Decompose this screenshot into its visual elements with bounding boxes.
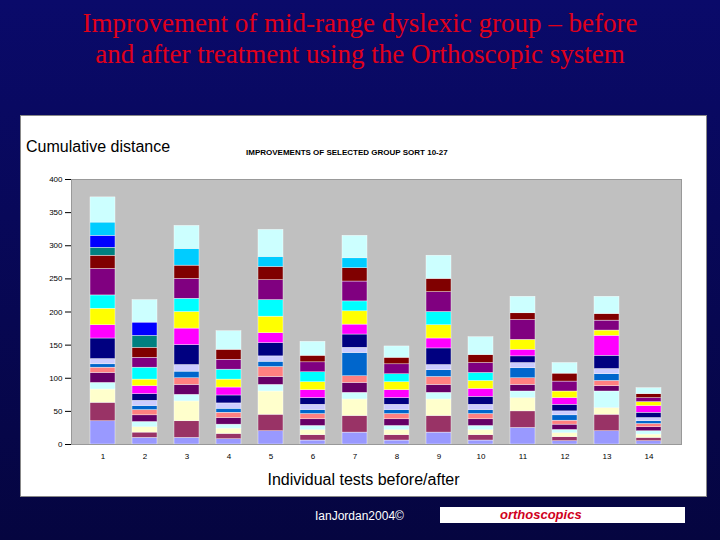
svg-text:6: 6 — [311, 452, 316, 461]
html-text:IanJordan2004©: IanJordan2004© — [315, 509, 404, 523]
svg-text:14: 14 — [645, 452, 654, 461]
html-text:IMPROVEMENTS OF SELECTED GROUP: IMPROVEMENTS OF SELECTED GROUP SORT 10-2… — [246, 148, 448, 157]
svg-text:3: 3 — [185, 452, 190, 461]
svg-text:100: 100 — [49, 374, 63, 383]
svg-text:9: 9 — [437, 452, 442, 461]
svg-text:13: 13 — [603, 452, 612, 461]
svg-text:300: 300 — [49, 241, 63, 250]
svg-text:200: 200 — [49, 308, 63, 317]
svg-text:0: 0 — [58, 440, 63, 449]
svg-text:5: 5 — [269, 452, 274, 461]
svg-text:50: 50 — [54, 407, 63, 416]
html-text:Cumulative distance: Cumulative distance — [26, 138, 171, 155]
svg-text:10: 10 — [477, 452, 486, 461]
svg-text:11: 11 — [519, 452, 528, 461]
svg-text:12: 12 — [561, 452, 570, 461]
svg-text:1: 1 — [101, 452, 106, 461]
svg-text:7: 7 — [353, 452, 358, 461]
svg-text:400: 400 — [49, 175, 63, 184]
svg-text:250: 250 — [49, 274, 63, 283]
html-text:orthoscopics: orthoscopics — [500, 507, 582, 522]
svg-text:350: 350 — [49, 208, 63, 217]
svg-text:2: 2 — [143, 452, 148, 461]
svg-text:8: 8 — [395, 452, 400, 461]
svg-text:150: 150 — [49, 341, 63, 350]
svg-text:4: 4 — [227, 452, 232, 461]
html-text:Improvement of mid-range dysle: Improvement of mid-range dyslexic group … — [82, 8, 638, 69]
html-text:Individual tests before/after: Individual tests before/after — [267, 471, 460, 488]
